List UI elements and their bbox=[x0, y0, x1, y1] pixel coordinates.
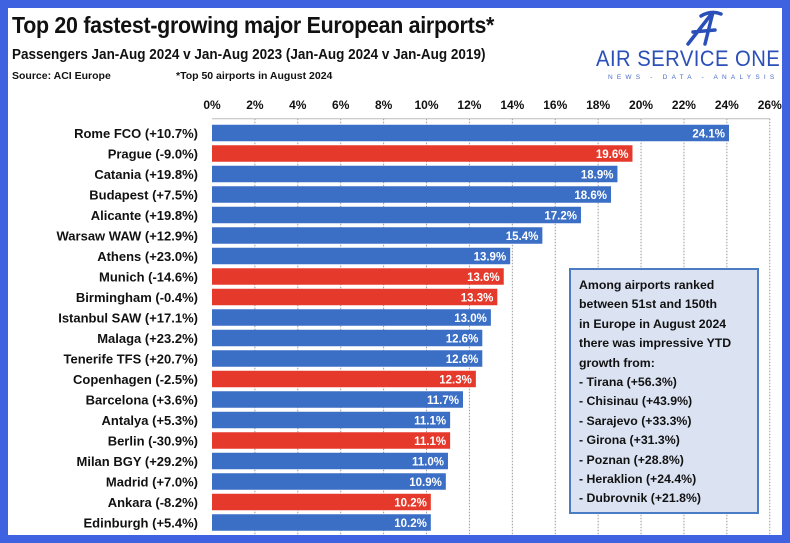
category-label: Madrid (+7.0%) bbox=[106, 475, 198, 490]
data-label: 13.0% bbox=[454, 313, 487, 325]
x-tick-label: 24% bbox=[715, 98, 739, 112]
bar bbox=[212, 247, 511, 265]
category-label: Birmingham (-0.4%) bbox=[76, 290, 198, 305]
x-tick-label: 22% bbox=[672, 98, 696, 112]
bar bbox=[212, 145, 633, 162]
data-label: 18.9% bbox=[581, 170, 614, 182]
category-label: Catania (+19.8%) bbox=[94, 167, 198, 182]
bar bbox=[212, 124, 729, 142]
bar bbox=[212, 370, 476, 388]
data-label: 13.3% bbox=[461, 293, 494, 305]
callout-line: Among airports ranked bbox=[579, 278, 715, 292]
x-tick-label: 20% bbox=[629, 98, 653, 112]
x-tick-label: 6% bbox=[332, 98, 350, 112]
callout-line: - Tirana (+56.3%) bbox=[579, 375, 677, 390]
category-label: Antalya (+5.3%) bbox=[102, 413, 198, 428]
callout-line: - Sarajevo (+33.3%) bbox=[579, 413, 692, 428]
bar bbox=[212, 309, 491, 326]
chart-title: Top 20 fastest-growing major European ai… bbox=[12, 12, 495, 38]
bar bbox=[212, 452, 448, 470]
bar bbox=[212, 514, 431, 531]
x-tick-label: 10% bbox=[415, 98, 439, 112]
data-label: 19.6% bbox=[596, 149, 629, 161]
category-label: Tenerife TFS (+20.7%) bbox=[64, 352, 199, 367]
callout-line: - Dubrovnik (+21.8%) bbox=[579, 491, 701, 506]
category-label: Prague (-9.0%) bbox=[108, 147, 198, 162]
bar bbox=[212, 227, 543, 244]
data-label: 17.2% bbox=[544, 211, 577, 223]
data-label: 12.6% bbox=[446, 354, 479, 366]
callout-line: - Girona (+31.3%) bbox=[579, 433, 680, 448]
category-label: Warsaw WAW (+12.9%) bbox=[57, 229, 198, 244]
data-label: 10.2% bbox=[394, 518, 427, 530]
data-label: 15.4% bbox=[506, 231, 539, 243]
data-label: 11.0% bbox=[412, 457, 444, 469]
logo-name: AIR SERVICE ONE bbox=[596, 46, 781, 71]
chart-frame: Top 20 fastest-growing major European ai… bbox=[8, 8, 782, 535]
data-label: 18.6% bbox=[574, 190, 607, 202]
bar bbox=[212, 473, 446, 490]
bar bbox=[212, 493, 431, 511]
x-tick-label: 8% bbox=[375, 98, 393, 112]
callout-line: between 51st and 150th bbox=[579, 297, 718, 312]
category-label: Copenhagen (-2.5%) bbox=[73, 372, 198, 387]
data-label: 10.9% bbox=[409, 477, 442, 489]
category-label: Rome FCO (+10.7%) bbox=[74, 126, 198, 141]
bar bbox=[212, 268, 504, 285]
chart-subtitle: Passengers Jan-Aug 2024 v Jan-Aug 2023 (… bbox=[12, 46, 486, 63]
category-label: Alicante (+19.8%) bbox=[91, 208, 198, 223]
air-service-one-logo-icon bbox=[686, 10, 723, 46]
bar bbox=[212, 186, 612, 203]
data-label: 11.1% bbox=[414, 416, 446, 428]
category-label: Malaga (+23.2%) bbox=[97, 331, 198, 346]
logo-tagline: NEWS - DATA - ANALYSIS bbox=[608, 74, 779, 81]
bar bbox=[212, 206, 581, 224]
category-label: Ankara (-8.2%) bbox=[108, 495, 198, 510]
bar-chart: 0% 2% 4% 6% 8% 10% 12% 14% 16% 18% 20% 22% 24% 26% Rom… bbox=[57, 98, 782, 535]
bar bbox=[212, 288, 498, 306]
callout-line: - Heraklion (+24.4%) bbox=[579, 472, 697, 487]
source-note: Source: ACI Europe bbox=[12, 70, 111, 82]
data-label: 13.9% bbox=[474, 252, 507, 264]
category-label: Edinburgh (+5.4%) bbox=[84, 516, 198, 531]
callout-line: growth from: bbox=[579, 355, 655, 370]
bar bbox=[212, 350, 483, 367]
bar bbox=[212, 165, 618, 183]
bar bbox=[212, 432, 451, 449]
bar bbox=[212, 391, 463, 408]
x-tick-label: 12% bbox=[457, 98, 481, 112]
callout-box: Among airports ranked between 51st and 15… bbox=[569, 268, 759, 514]
category-label: Munich (-14.6%) bbox=[99, 270, 198, 285]
x-tick-label: 16% bbox=[543, 98, 567, 112]
data-label: 12.3% bbox=[439, 375, 472, 387]
callout-line: there was impressive YTD bbox=[579, 336, 732, 351]
x-tick-label: 2% bbox=[246, 98, 264, 112]
data-label: 11.7% bbox=[427, 395, 459, 407]
x-tick-label: 18% bbox=[586, 98, 610, 112]
callout-line: - Chisinau (+43.9%) bbox=[579, 394, 693, 409]
bar bbox=[212, 329, 483, 347]
data-label: 10.2% bbox=[394, 498, 427, 510]
x-tick-label: 26% bbox=[758, 98, 782, 112]
category-label: Berlin (-30.9%) bbox=[108, 434, 198, 449]
data-label: 11.1% bbox=[414, 436, 446, 448]
category-label: Athens (+23.0%) bbox=[97, 249, 198, 264]
callout-line: in Europe in August 2024 bbox=[579, 316, 727, 331]
category-label: Budapest (+7.5%) bbox=[89, 188, 198, 203]
callout-line: - Poznan (+28.8%) bbox=[579, 452, 684, 467]
bar bbox=[212, 411, 451, 429]
category-label: Barcelona (+3.6%) bbox=[86, 393, 198, 408]
footnote: *Top 50 airports in August 2024 bbox=[176, 70, 333, 82]
category-label: Istanbul SAW (+17.1%) bbox=[58, 311, 198, 326]
data-label: 12.6% bbox=[446, 334, 479, 346]
data-label: 24.1% bbox=[692, 129, 725, 141]
category-label: Milan BGY (+29.2%) bbox=[77, 454, 199, 469]
x-tick-label: 0% bbox=[203, 98, 221, 112]
data-label: 13.6% bbox=[467, 272, 500, 284]
x-tick-label: 4% bbox=[289, 98, 307, 112]
x-tick-label: 14% bbox=[500, 98, 524, 112]
